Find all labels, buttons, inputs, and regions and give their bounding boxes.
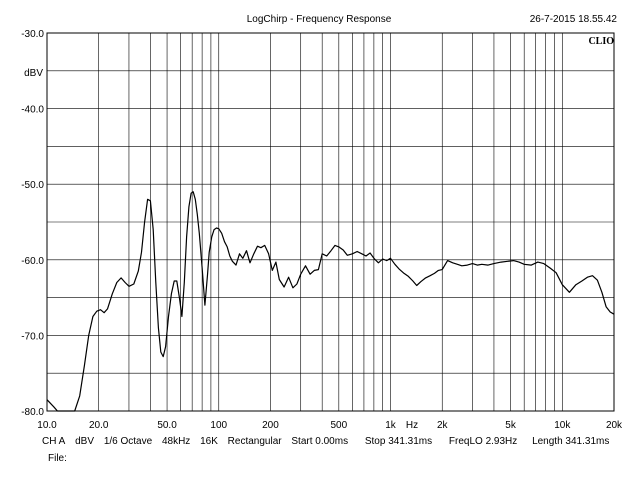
fft-size-label: 16K (200, 436, 218, 447)
unit-label: dBV (75, 436, 95, 447)
measurement-settings: CH A dBV 1/6 Octave 48kHz 16K Rectangula… (42, 436, 616, 447)
y-tick-label: -50.0 (21, 180, 44, 191)
grid (46, 32, 615, 412)
chart-title: LogChirp - Frequency Response (247, 14, 392, 25)
x-tick-label: 100 (210, 420, 227, 431)
y-tick-label: -60.0 (21, 256, 44, 267)
x-tick-label: 200 (262, 420, 279, 431)
channel-label: CH A (42, 436, 66, 447)
y-tick-label: -70.0 (21, 331, 44, 342)
length-label: Length 341.31ms (532, 436, 610, 447)
plot-frame (46, 32, 615, 412)
brand-logo: CLIO (588, 36, 614, 47)
x-axis: 10.0 20.0 50.0 100 200 500 1k 2k 5k 10k 20k (37, 420, 623, 431)
smoothing-label: 1/6 Octave (103, 436, 153, 447)
x-axis-unit-label: Hz (406, 420, 418, 431)
y-axis-unit-label: dBV (24, 68, 43, 79)
x-tick-label: 10k (554, 420, 571, 431)
x-tick-label: 1k (385, 420, 397, 431)
stop-label: Stop 341.31ms (364, 436, 433, 447)
freq-lo-label: FreqLO 2.93Hz (448, 436, 518, 447)
x-tick-label: 5k (505, 420, 517, 431)
x-tick-label: 2k (437, 420, 449, 431)
window-label: Rectangular (227, 436, 282, 447)
y-tick-label: -80.0 (21, 407, 44, 418)
x-tick-label: 50.0 (157, 420, 177, 431)
y-axis: -30.0 -40.0 -50.0 -60.0 -70.0 -80.0 (21, 29, 44, 418)
x-tick-label: 500 (330, 420, 347, 431)
x-tick-label: 20.0 (89, 420, 109, 431)
series-line-response (46, 191, 615, 412)
x-tick-label: 10.0 (37, 420, 57, 431)
x-tick-label: 20k (606, 420, 623, 431)
file-label: File: (48, 453, 67, 464)
start-label: Start 0.00ms (291, 436, 349, 447)
timestamp: 26-7-2015 18.55.42 (530, 14, 618, 25)
y-tick-label: -40.0 (21, 105, 44, 116)
y-tick-label: -30.0 (21, 29, 44, 40)
sample-rate-label: 48kHz (161, 436, 191, 447)
